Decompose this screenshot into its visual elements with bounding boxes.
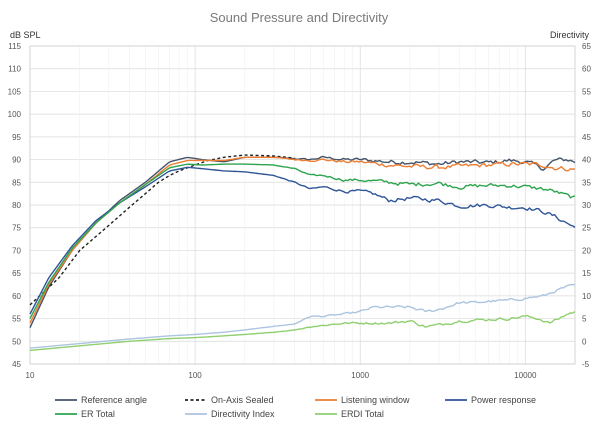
legend-label: On-Axis Sealed: [211, 395, 274, 405]
y2-tick-label: 20: [582, 246, 591, 255]
ticks: 45 50 55 60 65 70 75 80 85 90 95 100 105 110 115 -5 0 5 10…: [8, 42, 592, 380]
y2-tick-label: 50: [582, 110, 591, 119]
series-line-directivity-index: [29, 283, 576, 349]
y-tick-label: 95: [12, 133, 21, 142]
y2-tick-label: 15: [582, 269, 591, 278]
grid: [29, 45, 576, 365]
y-tick-label: 105: [8, 87, 22, 96]
y-tick-label: 110: [8, 65, 21, 74]
y2-tick-label: 65: [582, 42, 591, 51]
series-line-reference-angle: [29, 155, 576, 328]
y-tick-label: 75: [12, 224, 21, 233]
y2-tick-label: -5: [582, 360, 590, 369]
chart-title: Sound Pressure and Directivity: [210, 10, 389, 25]
x-tick-label: 100: [188, 371, 202, 380]
legend-label: Power response: [471, 395, 536, 405]
y-tick-label: 100: [8, 110, 22, 119]
series-group: [29, 154, 576, 352]
y2-tick-label: 10: [582, 292, 591, 301]
legend-label: ER Total: [81, 409, 115, 419]
legend: Reference angle On-Axis Sealed Listening w…: [55, 395, 536, 419]
y2-tick-label: 60: [582, 65, 591, 74]
legend-label: ERDI Total: [341, 409, 384, 419]
y-tick-label: 80: [12, 201, 21, 210]
y2-tick-label: 25: [582, 224, 591, 233]
legend-label: Reference angle: [81, 395, 147, 405]
y-tick-label: 50: [12, 337, 21, 346]
y2-tick-label: 30: [582, 201, 591, 210]
series-line-er-total: [29, 163, 576, 319]
series-line-erdi-total: [29, 311, 576, 352]
y2-tick-label: 0: [582, 337, 587, 346]
y-tick-label: 70: [12, 246, 21, 255]
legend-label: Listening window: [341, 395, 410, 405]
y-tick-label: 90: [12, 156, 21, 165]
y2-tick-label: 5: [582, 315, 587, 324]
plot-frame: [29, 45, 576, 365]
series-line-power-response: [29, 166, 576, 315]
series-line-on-axis-sealed: [29, 154, 295, 306]
y-tick-label: 65: [12, 269, 21, 278]
x-tick-label: 1000: [351, 371, 369, 380]
y2-tick-label: 45: [582, 133, 591, 142]
y-tick-label: 55: [12, 315, 21, 324]
y2-tick-label: 40: [582, 156, 591, 165]
y-tick-label: 85: [12, 178, 21, 187]
y-tick-label: 115: [8, 42, 21, 51]
y2-tick-label: 35: [582, 178, 591, 187]
y2-axis-title: Directivity: [550, 30, 590, 40]
y-axis-title: dB SPL: [10, 30, 41, 40]
x-tick-label: 10000: [514, 371, 537, 380]
y-tick-label: 45: [12, 360, 21, 369]
legend-label: Directivity Index: [211, 409, 275, 419]
y-tick-label: 60: [12, 292, 21, 301]
x-tick-label: 10: [26, 371, 35, 380]
y2-tick-label: 55: [582, 87, 591, 96]
